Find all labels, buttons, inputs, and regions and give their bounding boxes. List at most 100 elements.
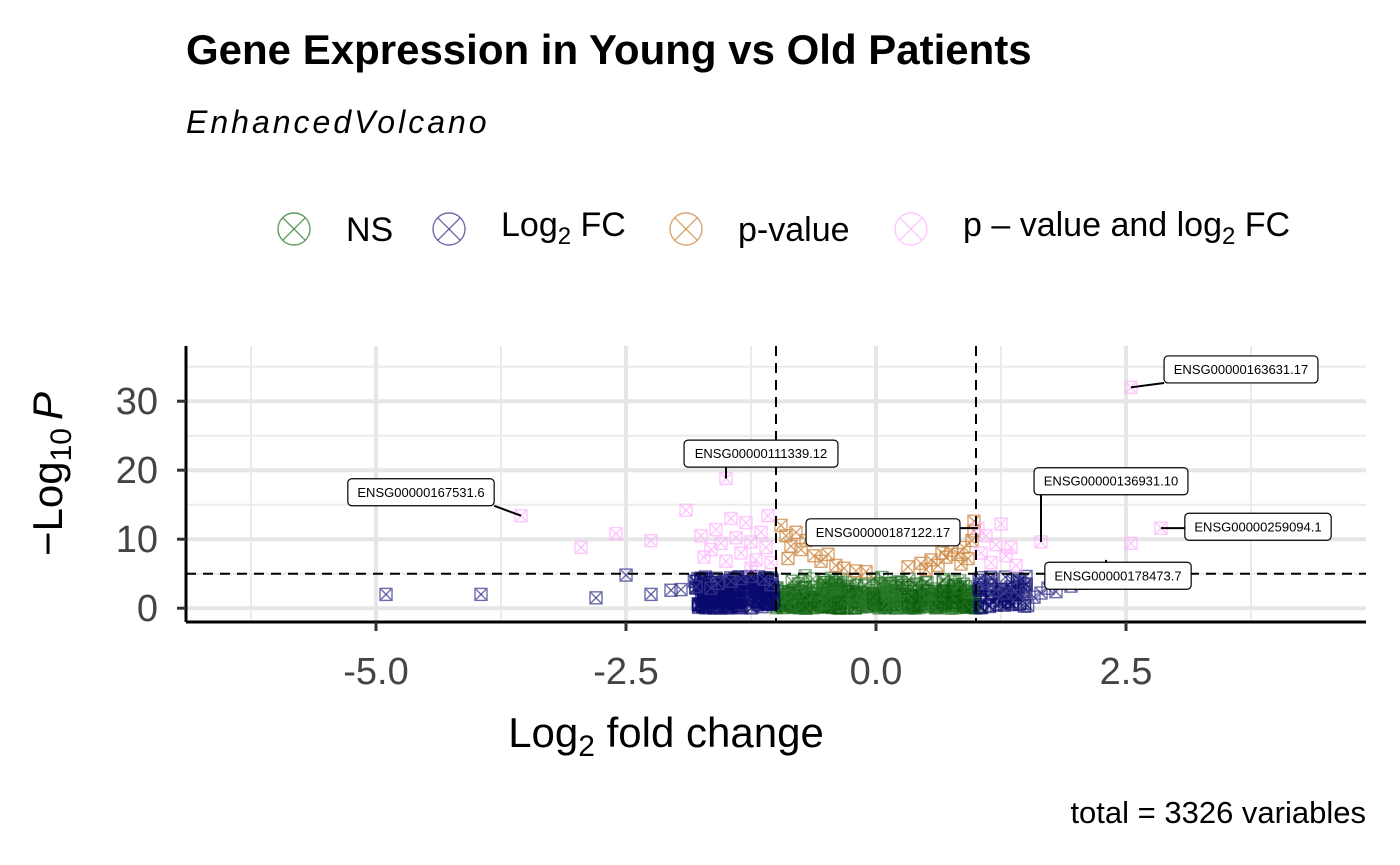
points xyxy=(379,380,1168,615)
legend-item-fc: Log2 FC xyxy=(432,206,626,250)
both-point xyxy=(709,522,723,537)
both-point xyxy=(719,554,733,568)
legend-label-part: NS xyxy=(346,211,393,249)
ns-point xyxy=(795,574,810,589)
chart-caption: total = 3326 variables xyxy=(1070,795,1366,830)
both-point xyxy=(984,555,998,570)
x-tick-label: -5.0 xyxy=(343,651,408,693)
cutoff-lines xyxy=(186,346,1366,622)
fc-point xyxy=(674,582,688,597)
legend-label-part: p – value and log xyxy=(963,206,1222,244)
gene-label-box xyxy=(1033,467,1189,496)
ns-point xyxy=(783,589,797,604)
ns-point xyxy=(946,595,960,609)
gene-label-box xyxy=(1184,512,1332,541)
ns-point xyxy=(787,596,801,610)
p-point xyxy=(935,546,949,560)
dense-point-cloud xyxy=(687,569,1035,615)
ns-point xyxy=(832,580,847,595)
legend-key-fc xyxy=(432,212,466,246)
y-axis-title-prefix: −Log xyxy=(24,461,71,556)
fc-point xyxy=(711,576,725,591)
both-point xyxy=(694,529,708,543)
gene-labels: ENSG00000163631.17 ENSG00000111339.12 ENSG… xyxy=(347,355,1332,590)
fc-point xyxy=(1004,580,1018,594)
ns-point xyxy=(891,575,905,589)
both-point xyxy=(989,538,1003,552)
legend: NS Log2 FC p-value p – value and log2 FC xyxy=(277,206,1290,250)
both-point xyxy=(764,555,778,570)
gene-label: ENSG00000163631.17 xyxy=(1130,355,1319,389)
both-point xyxy=(1009,558,1023,573)
ns-point xyxy=(923,596,937,611)
legend-label-p: p-value xyxy=(738,211,850,249)
p-point xyxy=(954,557,968,571)
x-axis-title: Log2 fold change xyxy=(508,709,824,763)
gene-label: ENSG00000136931.10 xyxy=(1033,467,1189,542)
gene-label-text: ENSG00000167531.6 xyxy=(357,485,484,500)
gene-label: ENSG00000167531.6 xyxy=(347,478,522,517)
both-point xyxy=(609,526,623,541)
x-tick-label: 0.0 xyxy=(850,651,903,693)
gene-label: ENSG00000178473.7 xyxy=(1044,559,1192,590)
p-point xyxy=(837,561,851,575)
gene-label-box xyxy=(683,439,839,468)
x-tick-label: 2.5 xyxy=(1100,651,1153,693)
both-point xyxy=(697,550,711,564)
legend-key-both xyxy=(894,212,928,246)
axes: -5.0 -2.5 0.0 2.5 0 10 20 30 xyxy=(116,346,1366,693)
fc-point xyxy=(1011,589,1025,603)
gene-label-connector xyxy=(493,504,522,517)
fc-point xyxy=(689,580,703,594)
both-point xyxy=(739,515,753,530)
both-point xyxy=(724,511,738,526)
fc-point xyxy=(644,587,658,602)
both-point xyxy=(714,536,728,551)
fc-point xyxy=(1027,590,1041,604)
both-point xyxy=(761,509,775,523)
ns-point xyxy=(866,591,881,605)
both-point xyxy=(679,503,693,517)
legend-label-part: 2 xyxy=(558,223,571,250)
both-point xyxy=(759,540,773,555)
gene-label-connector xyxy=(1130,381,1165,389)
legend-key-ns xyxy=(277,212,311,246)
ns-point xyxy=(936,574,950,588)
y-axis-title-sub: 10 xyxy=(45,428,78,461)
gene-label: ENSG00000259094.1 xyxy=(1161,512,1332,541)
p-point xyxy=(821,547,835,562)
y-tick-label: 10 xyxy=(116,519,158,561)
legend-item-both: p – value and log2 FC xyxy=(894,206,1290,250)
legend-label-part: p-value xyxy=(738,211,850,249)
fc-point xyxy=(704,581,718,595)
ns-point xyxy=(899,597,913,612)
series-fc xyxy=(379,568,1103,605)
chart-subtitle: EnhancedVolcano xyxy=(186,104,490,140)
x-axis-title-rest: fold change xyxy=(595,709,824,756)
both-point xyxy=(1004,540,1018,555)
y-tick-label: 0 xyxy=(137,588,158,630)
ns-point xyxy=(930,600,944,615)
gene-label-text: ENSG00000178473.7 xyxy=(1054,568,1181,583)
ns-point xyxy=(785,574,799,589)
fc-point xyxy=(379,587,393,602)
p-point xyxy=(781,551,795,566)
gene-label-text: ENSG00000111339.12 xyxy=(695,446,828,461)
p-point xyxy=(859,564,873,579)
both-point xyxy=(994,517,1008,531)
gene-label: ENSG00000187122.17 xyxy=(805,518,978,547)
ns-point xyxy=(863,589,877,604)
legend-label-part: FC xyxy=(571,206,626,244)
both-point xyxy=(754,525,768,539)
ns-point xyxy=(887,598,902,612)
fc-point xyxy=(1034,586,1048,600)
legend-key-p xyxy=(669,212,703,246)
both-point xyxy=(1124,536,1138,551)
y-tick-label: 30 xyxy=(116,381,158,423)
both-point xyxy=(729,531,743,545)
ns-point xyxy=(937,584,951,599)
fc-point xyxy=(731,595,746,610)
p-point xyxy=(957,540,971,555)
